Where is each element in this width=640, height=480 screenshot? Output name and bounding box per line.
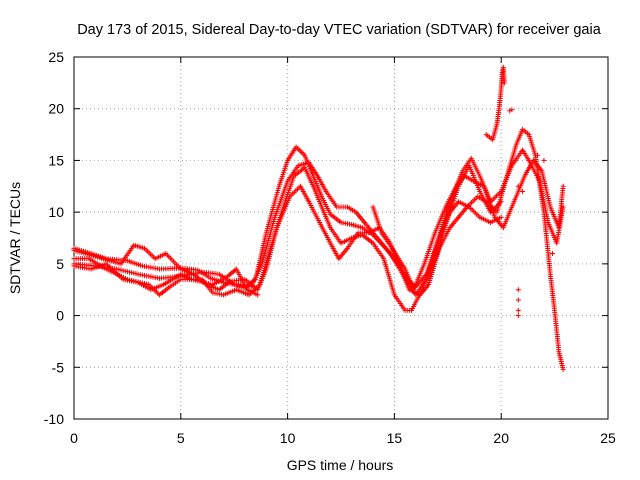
data-point xyxy=(515,307,521,313)
data-points xyxy=(71,64,566,372)
data-point xyxy=(515,183,521,189)
y-tick-label: -5 xyxy=(52,359,65,375)
chart-title: Day 173 of 2015, Sidereal Day-to-day VTE… xyxy=(77,22,602,38)
y-tick-label: 0 xyxy=(56,308,64,324)
data-point xyxy=(515,287,521,293)
grid-layer xyxy=(74,57,608,419)
data-point xyxy=(541,157,547,163)
y-tick-label: 5 xyxy=(56,256,64,272)
data-point xyxy=(255,292,261,298)
plot-frame xyxy=(73,56,609,420)
data-point xyxy=(498,214,504,220)
x-ticks: 0 5 10 15 20 25 xyxy=(70,57,616,446)
x-tick-label: 20 xyxy=(493,430,509,446)
y-ticks: -10 -5 0 5 10 15 20 25 xyxy=(44,49,608,427)
data-point xyxy=(520,188,526,194)
data-point xyxy=(515,297,521,303)
data-point xyxy=(560,183,566,189)
x-tick-label: 10 xyxy=(280,430,296,446)
y-tick-label: -10 xyxy=(44,411,64,427)
data-point xyxy=(515,313,521,319)
data-point xyxy=(509,107,515,113)
x-tick-label: 5 xyxy=(177,430,185,446)
y-axis-label: SDTVAR / TECUs xyxy=(7,182,23,294)
x-tick-label: 25 xyxy=(600,430,616,446)
x-axis-label: GPS time / hours xyxy=(287,457,394,473)
y-tick-label: 10 xyxy=(48,204,64,220)
y-tick-label: 15 xyxy=(48,152,64,168)
y-tick-label: 25 xyxy=(48,49,64,65)
data-point xyxy=(560,366,566,372)
data-point xyxy=(501,80,507,86)
x-tick-label: 15 xyxy=(387,430,403,446)
data-point xyxy=(535,152,541,158)
x-tick-label: 0 xyxy=(70,430,78,446)
y-tick-label: 20 xyxy=(48,101,64,117)
data-point xyxy=(549,251,555,257)
